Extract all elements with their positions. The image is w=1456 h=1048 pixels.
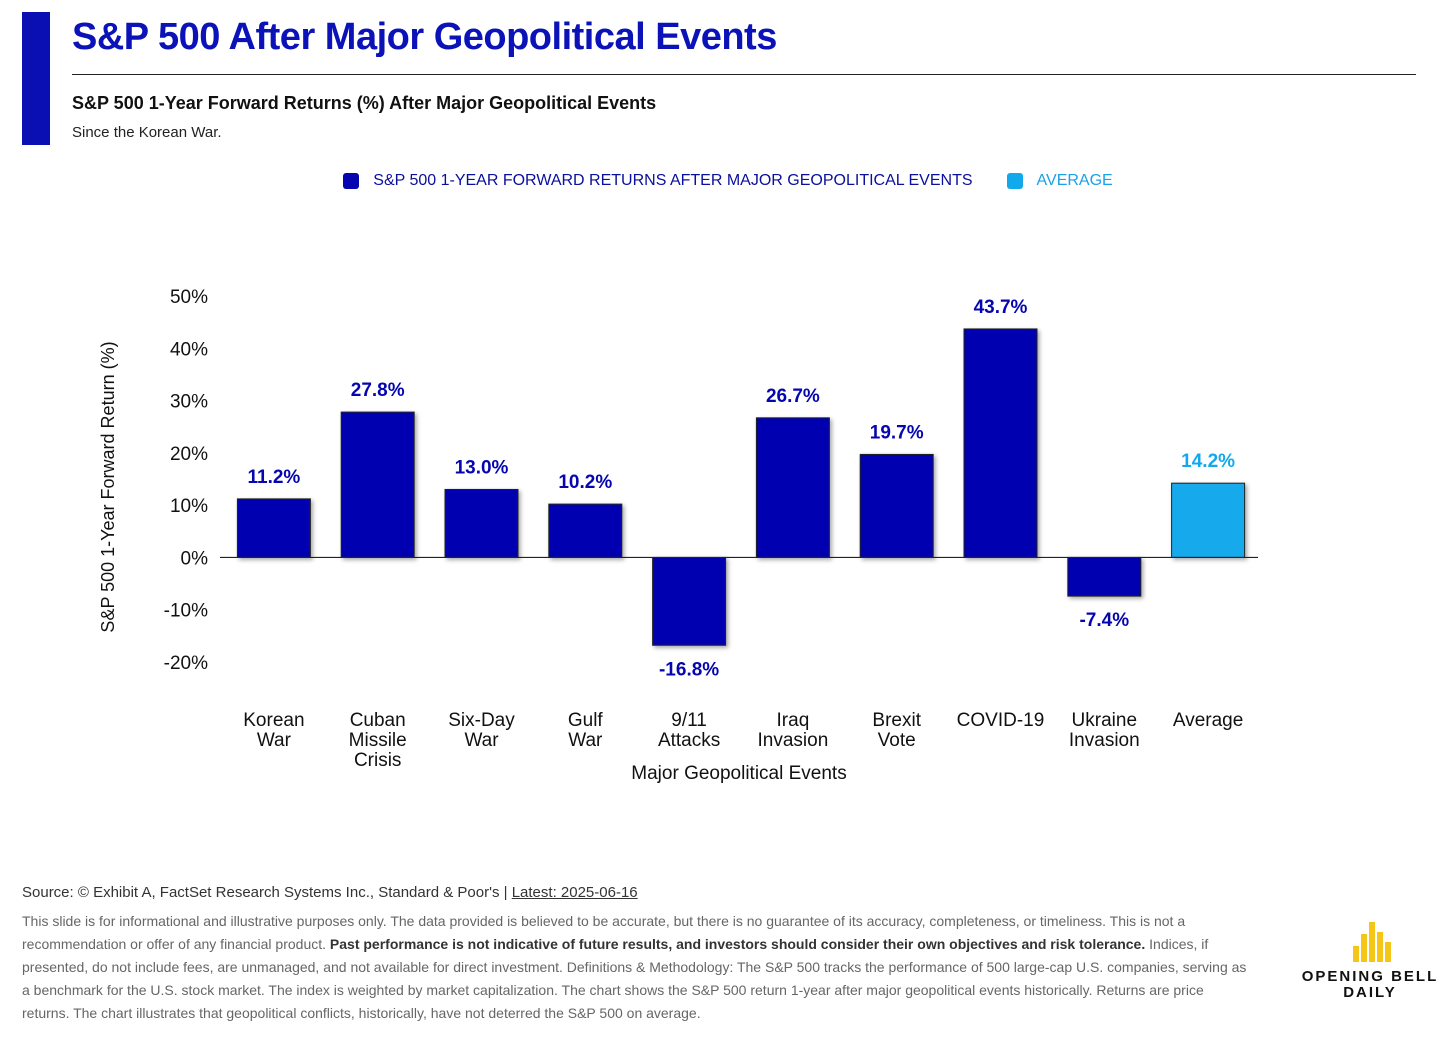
bar xyxy=(963,328,1038,558)
x-tick-label: Gulf xyxy=(568,710,604,731)
x-tick-label: War xyxy=(257,730,292,751)
logo-text-line2: DAILY xyxy=(1343,984,1397,1001)
x-tick-label: Ukraine xyxy=(1072,710,1137,731)
bar xyxy=(859,453,934,558)
y-tick-label: -10% xyxy=(164,601,208,622)
y-tick-label: 50% xyxy=(170,287,208,308)
data-label: 14.2% xyxy=(1181,451,1235,472)
data-label: 27.8% xyxy=(351,380,405,401)
disclaimer: This slide is for informational and illu… xyxy=(22,910,1252,1025)
x-tick-label: Vote xyxy=(878,730,916,751)
x-tick-label: 9/11 xyxy=(671,710,707,731)
bar xyxy=(652,556,727,646)
x-tick-label: Attacks xyxy=(658,730,720,751)
title-divider xyxy=(72,74,1416,75)
y-axis-title: S&P 500 1-Year Forward Return (%) xyxy=(98,341,118,632)
source-text: Source: © Exhibit A, FactSet Research Sy… xyxy=(22,884,512,901)
x-tick-label: Invasion xyxy=(1069,730,1140,751)
legend-swatch-average xyxy=(1006,173,1023,189)
source-line: Source: © Exhibit A, FactSet Research Sy… xyxy=(22,884,638,901)
legend-label-average: AVERAGE xyxy=(1036,172,1113,189)
bar xyxy=(236,498,311,558)
y-tick-label: 40% xyxy=(170,339,208,360)
logo-text-line1: OPENING BELL xyxy=(1301,968,1439,985)
data-label: 10.2% xyxy=(558,472,612,493)
chart-legend: S&P 500 1-YEAR FORWARD RETURNS AFTER MAJ… xyxy=(0,172,1456,190)
bar xyxy=(548,503,623,558)
disclaimer-text-1: This slide is for informational and illu… xyxy=(22,913,1186,952)
data-label: 26.7% xyxy=(766,386,820,407)
x-tick-label: Crisis xyxy=(354,750,402,771)
bar xyxy=(755,417,830,558)
data-label: -7.4% xyxy=(1079,610,1129,631)
x-tick-label: COVID-19 xyxy=(957,710,1045,731)
x-tick-label: Brexit xyxy=(872,710,921,731)
bar xyxy=(1067,556,1142,597)
y-tick-label: 20% xyxy=(170,444,208,465)
disclaimer-text-2: Indices, if presented, do not include fe… xyxy=(22,936,1247,1021)
x-tick-label: Six-Day xyxy=(448,710,515,731)
page-title: S&P 500 After Major Geopolitical Events xyxy=(72,16,777,58)
x-tick-label: War xyxy=(464,730,499,751)
x-tick-label: Cuban xyxy=(350,710,406,731)
x-tick-label: Iraq xyxy=(777,710,810,731)
bar xyxy=(340,411,415,558)
bell-bars-icon xyxy=(1353,922,1391,962)
y-tick-label: 10% xyxy=(170,496,208,517)
x-axis-title: Major Geopolitical Events xyxy=(631,763,846,784)
bar-average xyxy=(1171,482,1246,558)
x-tick-label: Invasion xyxy=(758,730,829,751)
latest-date-link[interactable]: Latest: 2025-06-16 xyxy=(511,884,638,901)
data-label: -16.8% xyxy=(659,659,719,680)
logo-text: OPENING BELL DAILY xyxy=(1300,969,1440,1001)
y-tick-label: 0% xyxy=(181,548,209,569)
data-label: 19.7% xyxy=(870,422,924,443)
legend-swatch-series xyxy=(343,173,360,189)
accent-bar xyxy=(22,12,50,145)
chart-subtitle: S&P 500 1-Year Forward Returns (%) After… xyxy=(72,93,657,113)
y-tick-label: -20% xyxy=(164,653,208,674)
disclaimer-bold: Past performance is not indicative of fu… xyxy=(329,936,1146,952)
legend-label-series: S&P 500 1-YEAR FORWARD RETURNS AFTER MAJ… xyxy=(373,172,973,189)
legend-item-average: AVERAGE xyxy=(1006,172,1113,190)
x-tick-label: Average xyxy=(1173,710,1243,731)
legend-item-series: S&P 500 1-YEAR FORWARD RETURNS AFTER MAJ… xyxy=(343,172,973,190)
x-tick-label: Korean xyxy=(243,710,304,731)
bar-chart: 50% 40% 30% 20% 10% 0% -10% -20% S&P 500 1-Year … xyxy=(98,287,1258,784)
x-tick-label: War xyxy=(568,730,603,751)
y-tick-label: 30% xyxy=(170,392,208,413)
opening-bell-daily-logo: OPENING BELL DAILY xyxy=(1300,920,1440,1001)
data-label: 43.7% xyxy=(974,297,1028,318)
x-tick-label: Missile xyxy=(349,730,407,751)
chart-note: Since the Korean War. xyxy=(72,124,222,141)
data-label: 13.0% xyxy=(455,457,509,478)
bar xyxy=(444,488,519,558)
data-label: 11.2% xyxy=(247,467,300,488)
